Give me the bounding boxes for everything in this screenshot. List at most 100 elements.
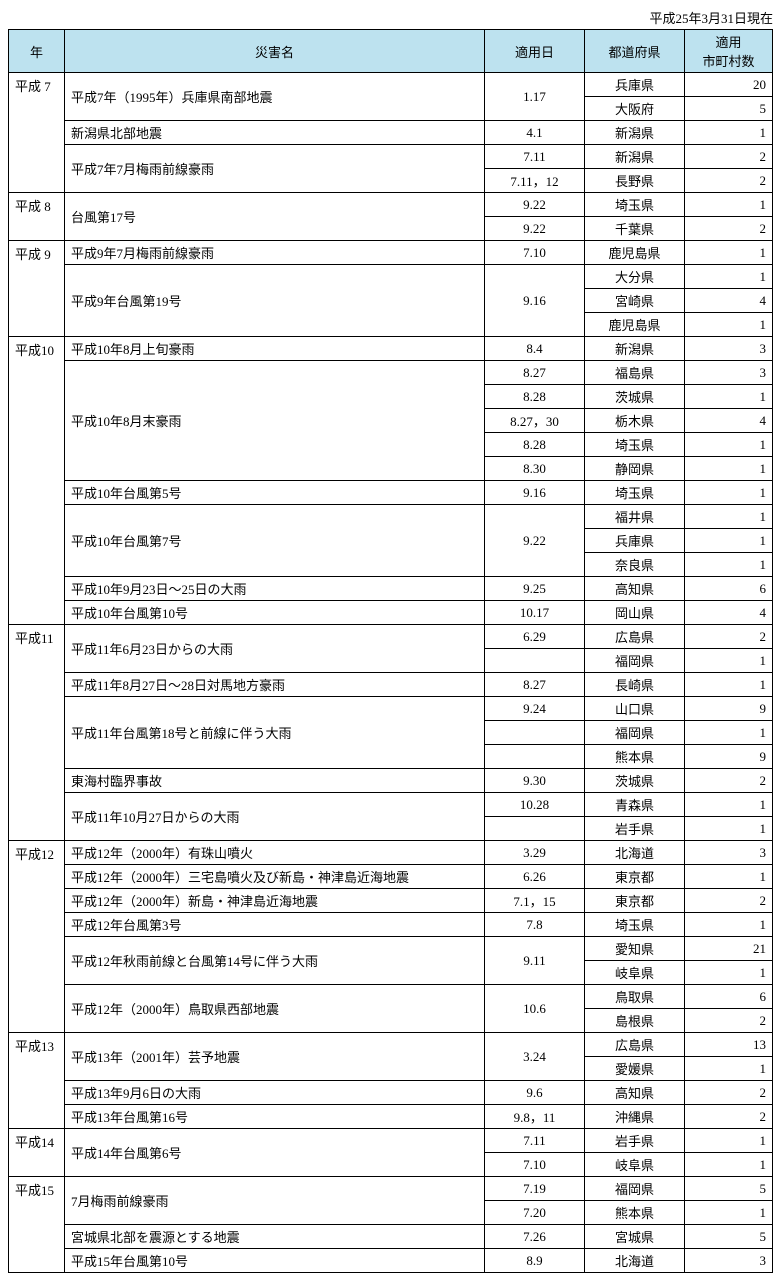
col-count: 適用市町村数 (685, 30, 773, 73)
cell-year: 平成10 (9, 337, 65, 625)
cell-date: 8.27，30 (485, 409, 585, 433)
cell-date: 7.10 (485, 241, 585, 265)
cell-date: 9.11 (485, 937, 585, 985)
cell-date: 9.24 (485, 697, 585, 721)
cell-count: 3 (685, 337, 773, 361)
cell-date: 8.28 (485, 385, 585, 409)
cell-pref: 岩手県 (585, 1129, 685, 1153)
cell-date (485, 649, 585, 673)
cell-pref: 北海道 (585, 841, 685, 865)
cell-date: 3.24 (485, 1033, 585, 1081)
cell-name: 平成10年8月末豪雨 (65, 361, 485, 481)
cell-year: 平成 8 (9, 193, 65, 241)
cell-date: 6.26 (485, 865, 585, 889)
cell-name: 平成7年（1995年）兵庫県南部地震 (65, 73, 485, 121)
table-row: 平成12平成12年（2000年）有珠山噴火3.29北海道3 (9, 841, 773, 865)
cell-count: 2 (685, 1081, 773, 1105)
cell-count: 1 (685, 649, 773, 673)
cell-pref: 山口県 (585, 697, 685, 721)
cell-count: 1 (685, 433, 773, 457)
table-row: 平成12年（2000年）鳥取県西部地震10.6鳥取県6 (9, 985, 773, 1009)
cell-name: 平成12年（2000年）三宅島噴火及び新島・神津島近海地震 (65, 865, 485, 889)
cell-pref: 静岡県 (585, 457, 685, 481)
cell-date: 8.27 (485, 673, 585, 697)
cell-name: 新潟県北部地震 (65, 121, 485, 145)
cell-pref: 広島県 (585, 625, 685, 649)
as-of-date: 平成25年3月31日現在 (8, 8, 773, 27)
cell-count: 1 (685, 1057, 773, 1081)
cell-date: 10.6 (485, 985, 585, 1033)
cell-date: 4.1 (485, 121, 585, 145)
cell-count: 1 (685, 385, 773, 409)
cell-pref: 兵庫県 (585, 73, 685, 97)
table-row: 平成 7平成7年（1995年）兵庫県南部地震1.17兵庫県20 (9, 73, 773, 97)
cell-name: 平成10年8月上旬豪雨 (65, 337, 485, 361)
table-row: 平成 9平成9年7月梅雨前線豪雨7.10鹿児島県1 (9, 241, 773, 265)
cell-name: 平成10年台風第10号 (65, 601, 485, 625)
cell-date: 8.28 (485, 433, 585, 457)
cell-date: 7.20 (485, 1201, 585, 1225)
cell-name: 平成12年（2000年）新島・神津島近海地震 (65, 889, 485, 913)
cell-date: 9.16 (485, 265, 585, 337)
cell-pref: 新潟県 (585, 145, 685, 169)
cell-date: 7.11，12 (485, 169, 585, 193)
table-header-row: 年 災害名 適用日 都道府県 適用市町村数 (9, 30, 773, 73)
cell-count: 1 (685, 457, 773, 481)
cell-name: 平成12年（2000年）鳥取県西部地震 (65, 985, 485, 1033)
cell-name: 台風第17号 (65, 193, 485, 241)
cell-count: 5 (685, 1225, 773, 1249)
cell-pref: 長崎県 (585, 673, 685, 697)
cell-count: 1 (685, 913, 773, 937)
cell-pref: 東京都 (585, 865, 685, 889)
cell-date: 8.27 (485, 361, 585, 385)
cell-count: 2 (685, 889, 773, 913)
cell-date: 10.28 (485, 793, 585, 817)
table-row: 平成11平成11年6月23日からの大雨6.29広島県2 (9, 625, 773, 649)
cell-pref: 新潟県 (585, 121, 685, 145)
cell-pref: 埼玉県 (585, 913, 685, 937)
col-year: 年 (9, 30, 65, 73)
cell-year: 平成13 (9, 1033, 65, 1129)
cell-date (485, 745, 585, 769)
cell-count: 5 (685, 1177, 773, 1201)
cell-count: 3 (685, 361, 773, 385)
cell-date: 10.17 (485, 601, 585, 625)
cell-name: 平成10年台風第5号 (65, 481, 485, 505)
table-row: 新潟県北部地震4.1新潟県1 (9, 121, 773, 145)
cell-year: 平成12 (9, 841, 65, 1033)
cell-pref: 福岡県 (585, 721, 685, 745)
cell-year: 平成 7 (9, 73, 65, 193)
table-row: 平成 8台風第17号9.22埼玉県1 (9, 193, 773, 217)
cell-pref: 新潟県 (585, 337, 685, 361)
cell-pref: 岩手県 (585, 817, 685, 841)
cell-date: 9.25 (485, 577, 585, 601)
cell-date: 7.11 (485, 1129, 585, 1153)
cell-count: 4 (685, 601, 773, 625)
cell-count: 1 (685, 1201, 773, 1225)
cell-pref: 鹿児島県 (585, 241, 685, 265)
cell-count: 1 (685, 961, 773, 985)
cell-name: 平成11年10月27日からの大雨 (65, 793, 485, 841)
cell-name: 宮城県北部を震源とする地震 (65, 1225, 485, 1249)
cell-pref: 東京都 (585, 889, 685, 913)
cell-count: 4 (685, 409, 773, 433)
cell-count: 3 (685, 1249, 773, 1273)
cell-name: 平成15年台風第10号 (65, 1249, 485, 1273)
cell-date: 3.29 (485, 841, 585, 865)
cell-pref: 埼玉県 (585, 481, 685, 505)
cell-name: 平成13年台風第16号 (65, 1105, 485, 1129)
cell-count: 1 (685, 481, 773, 505)
cell-pref: 愛媛県 (585, 1057, 685, 1081)
cell-pref: 茨城県 (585, 385, 685, 409)
table-row: 宮城県北部を震源とする地震7.26宮城県5 (9, 1225, 773, 1249)
cell-date: 7.19 (485, 1177, 585, 1201)
cell-pref: 福岡県 (585, 1177, 685, 1201)
cell-count: 6 (685, 577, 773, 601)
cell-count: 2 (685, 169, 773, 193)
table-row: 平成10年台風第10号10.17岡山県4 (9, 601, 773, 625)
cell-name: 平成7年7月梅雨前線豪雨 (65, 145, 485, 193)
cell-name: 平成9年台風第19号 (65, 265, 485, 337)
table-row: 平成10年8月末豪雨8.27福島県3 (9, 361, 773, 385)
cell-pref: 埼玉県 (585, 193, 685, 217)
cell-name: 平成10年台風第7号 (65, 505, 485, 577)
